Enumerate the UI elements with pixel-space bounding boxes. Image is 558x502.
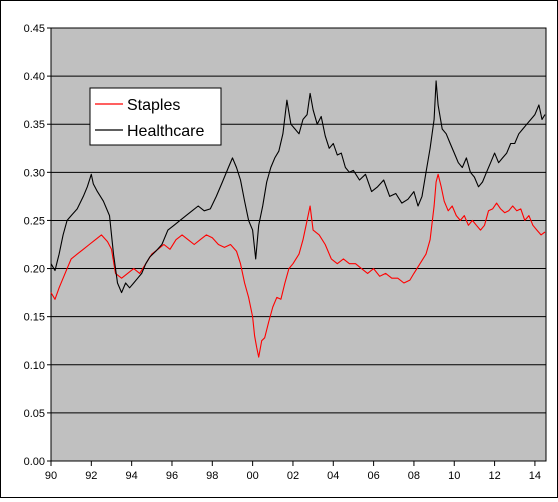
y-tick-label: 0.20 bbox=[24, 264, 45, 276]
legend-box bbox=[89, 87, 222, 146]
y-tick-label: 0.35 bbox=[24, 119, 45, 131]
x-tick-label: 10 bbox=[448, 470, 460, 482]
y-tick-label: 0.25 bbox=[24, 215, 45, 227]
series-line-staples bbox=[50, 173, 546, 358]
series-line-healthcare bbox=[50, 80, 546, 294]
y-axis-ticks: 0.00 0.05 0.10 0.15 0.20 0.25 0.30 0.35 0.40 0.45 bbox=[24, 23, 51, 468]
legend-label-healthcare: Healthcare bbox=[127, 123, 204, 140]
legend: Staples Healthcare bbox=[89, 87, 222, 146]
x-tick-label: 14 bbox=[529, 470, 541, 482]
x-tick-label: 92 bbox=[85, 470, 97, 482]
y-tick-label: 0.10 bbox=[24, 360, 45, 372]
y-tick-label: 0.30 bbox=[24, 167, 45, 179]
x-tick-label: 98 bbox=[206, 470, 218, 482]
x-tick-label: 02 bbox=[287, 470, 299, 482]
x-tick-label: 04 bbox=[327, 470, 339, 482]
x-tick-label: 08 bbox=[408, 470, 420, 482]
y-tick-label: 0.00 bbox=[24, 456, 45, 468]
x-tick-label: 12 bbox=[488, 470, 500, 482]
x-tick-label: 94 bbox=[126, 470, 138, 482]
x-tick-label: 00 bbox=[247, 470, 259, 482]
y-tick-label: 0.40 bbox=[24, 71, 45, 83]
x-tick-label: 06 bbox=[367, 470, 379, 482]
y-tick-label: 0.05 bbox=[24, 408, 45, 420]
y-tick-label: 0.45 bbox=[24, 23, 45, 35]
legend-label-staples: Staples bbox=[127, 97, 180, 114]
y-tick-label: 0.15 bbox=[24, 312, 45, 324]
x-tick-label: 96 bbox=[166, 470, 178, 482]
x-tick-label: 90 bbox=[45, 470, 57, 482]
x-axis-ticks: 90 92 94 96 98 00 02 04 06 08 10 12 14 bbox=[45, 460, 546, 482]
series-lines bbox=[50, 80, 546, 358]
